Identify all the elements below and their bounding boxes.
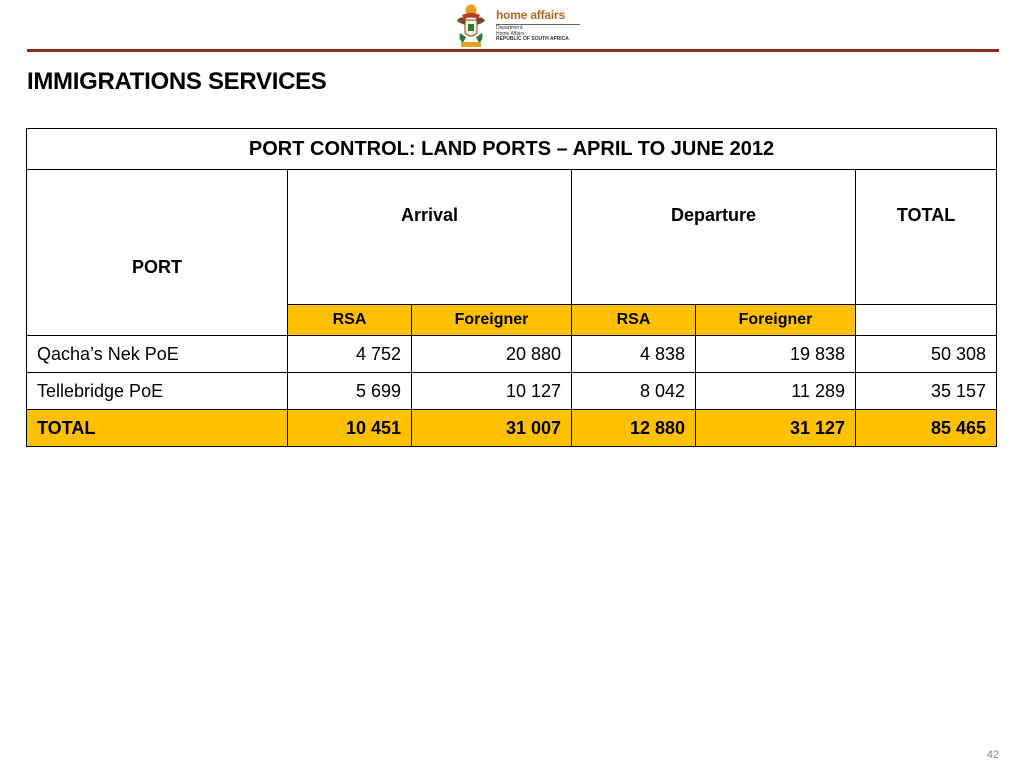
slide-title: IMMIGRATIONS SERVICES [27, 68, 327, 95]
departure-foreigner-header: Foreigner [695, 304, 856, 336]
header-rule [27, 49, 999, 52]
arrival-header: Arrival [287, 169, 572, 305]
logo-sub-line-1: Department: [496, 25, 524, 31]
row-total-cell: 35 157 [854, 372, 998, 410]
total-label-cell: TOTAL [26, 409, 288, 447]
total-subheader-blank [854, 304, 998, 336]
coat-of-arms-icon [457, 4, 485, 47]
arrival-rsa-cell: 4 752 [287, 335, 412, 373]
logo-sub-line-3: REPUBLIC OF SOUTH AFRICA [496, 36, 569, 43]
arrival-foreigner-cell: 20 880 [411, 335, 572, 373]
arrival-foreigner-cell: 10 127 [411, 372, 572, 410]
logo-divider [496, 24, 580, 25]
departure-rsa-cell: 4 838 [571, 335, 696, 373]
departure-foreigner-cell: 11 289 [695, 372, 856, 410]
home-affairs-logo: home affairs Department: Home Affairs RE… [454, 3, 584, 49]
total-departure-foreigner-cell: 31 127 [695, 409, 856, 447]
table-row: Tellebridge PoE 5 699 10 127 8 042 11 28… [26, 372, 998, 410]
total-arrival-foreigner-cell: 31 007 [411, 409, 572, 447]
departure-foreigner-cell: 19 838 [695, 335, 856, 373]
logo-sub-line-2: Home Affairs [496, 30, 525, 37]
port-name-cell: Tellebridge PoE [26, 372, 288, 410]
table-row: Qacha’s Nek PoE 4 752 20 880 4 838 19 83… [26, 335, 998, 373]
port-control-table: PORT CONTROL: LAND PORTS – APRIL TO JUNE… [25, 128, 998, 447]
departure-header: Departure [571, 169, 856, 305]
grand-total-cell: 85 465 [854, 409, 998, 447]
table-subheader-row: RSA Foreigner RSA Foreigner [27, 304, 998, 336]
departure-rsa-header: RSA [571, 304, 696, 336]
logo-brand-text: home affairs [496, 8, 565, 22]
table-caption-row: PORT CONTROL: LAND PORTS – APRIL TO JUNE… [25, 128, 998, 170]
port-header: PORT [26, 169, 288, 336]
arrival-foreigner-header: Foreigner [411, 304, 572, 336]
arrival-rsa-header: RSA [287, 304, 412, 336]
table-total-row: TOTAL 10 451 31 007 12 880 31 127 85 465 [26, 409, 998, 447]
page-number: 42 [986, 749, 999, 761]
total-arrival-rsa-cell: 10 451 [287, 409, 412, 447]
table-group-header-row: PORT Arrival Departure TOTAL [26, 169, 998, 336]
departure-rsa-cell: 8 042 [571, 372, 696, 410]
row-total-cell: 50 308 [854, 335, 998, 373]
total-departure-rsa-cell: 12 880 [571, 409, 696, 447]
logo-subtitle: Department: Home Affairs REPUBLIC OF SOU… [496, 25, 569, 43]
port-name-cell: Qacha’s Nek PoE [26, 335, 288, 373]
table-caption: PORT CONTROL: LAND PORTS – APRIL TO JUNE… [25, 128, 998, 170]
total-header: TOTAL [854, 169, 998, 305]
arrival-rsa-cell: 5 699 [287, 372, 412, 410]
